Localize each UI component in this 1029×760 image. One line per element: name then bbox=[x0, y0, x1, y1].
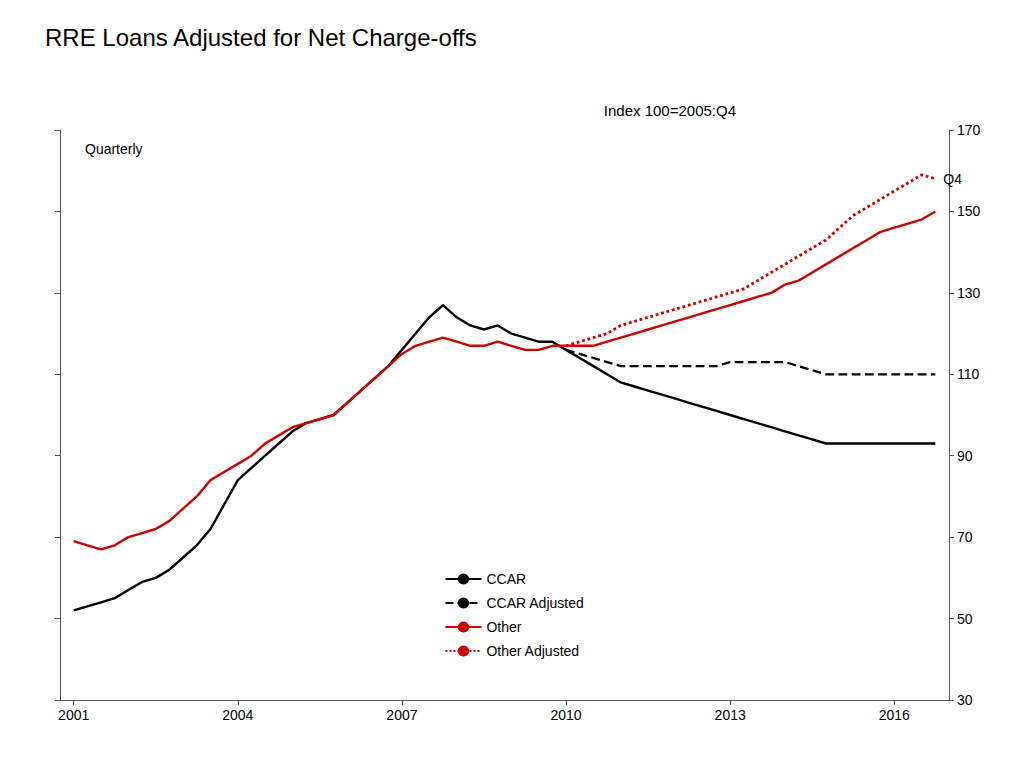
svg-text:Quarterly: Quarterly bbox=[85, 141, 143, 157]
svg-text:90: 90 bbox=[957, 448, 973, 464]
svg-text:Index 100=2005:Q4: Index 100=2005:Q4 bbox=[604, 102, 736, 119]
svg-text:2001: 2001 bbox=[58, 707, 89, 723]
svg-text:CCAR: CCAR bbox=[486, 571, 526, 587]
svg-text:2016: 2016 bbox=[879, 707, 910, 723]
svg-text:RRE Loans Adjusted for Net Cha: RRE Loans Adjusted for Net Charge-offs bbox=[45, 24, 477, 51]
svg-text:70: 70 bbox=[957, 529, 973, 545]
svg-text:2013: 2013 bbox=[715, 707, 746, 723]
svg-text:Other: Other bbox=[486, 619, 521, 635]
svg-text:2010: 2010 bbox=[550, 707, 581, 723]
svg-text:30: 30 bbox=[957, 692, 973, 708]
svg-text:2004: 2004 bbox=[222, 707, 253, 723]
svg-text:150: 150 bbox=[957, 203, 981, 219]
svg-text:50: 50 bbox=[957, 611, 973, 627]
svg-text:110: 110 bbox=[957, 366, 980, 382]
svg-text:Other Adjusted: Other Adjusted bbox=[486, 643, 579, 659]
svg-text:CCAR Adjusted: CCAR Adjusted bbox=[486, 595, 583, 611]
svg-text:Q4: Q4 bbox=[943, 171, 962, 187]
svg-text:2007: 2007 bbox=[386, 707, 417, 723]
svg-text:170: 170 bbox=[957, 122, 981, 138]
svg-text:130: 130 bbox=[957, 285, 981, 301]
